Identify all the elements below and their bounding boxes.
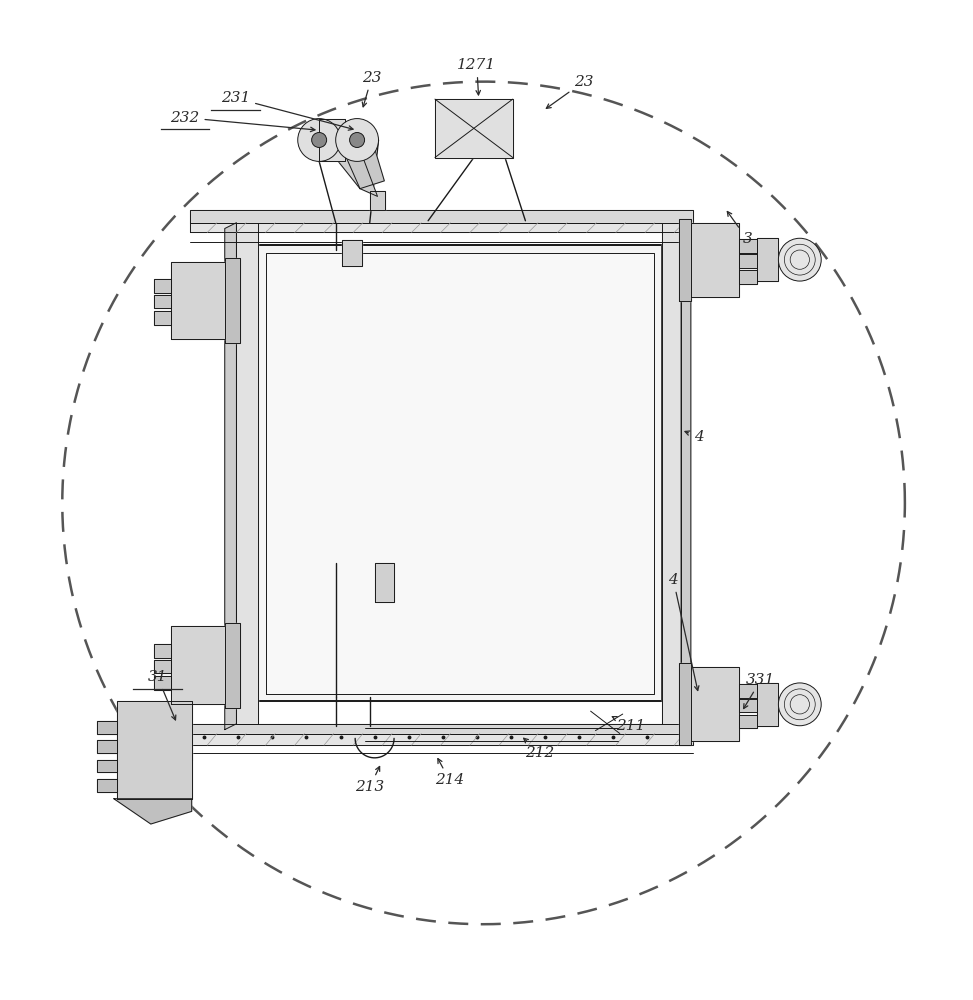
Polygon shape bbox=[739, 715, 757, 728]
Polygon shape bbox=[171, 626, 225, 704]
Text: 231: 231 bbox=[221, 91, 353, 130]
Polygon shape bbox=[757, 238, 778, 281]
Polygon shape bbox=[321, 140, 378, 196]
Circle shape bbox=[298, 119, 341, 161]
Polygon shape bbox=[691, 667, 739, 741]
Polygon shape bbox=[739, 684, 757, 698]
Text: 23: 23 bbox=[546, 75, 594, 108]
Polygon shape bbox=[739, 254, 757, 268]
Polygon shape bbox=[225, 258, 240, 343]
Polygon shape bbox=[319, 119, 345, 161]
Polygon shape bbox=[97, 721, 117, 734]
Circle shape bbox=[778, 238, 821, 281]
Text: 4: 4 bbox=[668, 573, 699, 691]
Polygon shape bbox=[97, 779, 117, 792]
Polygon shape bbox=[266, 253, 654, 694]
Polygon shape bbox=[691, 223, 739, 297]
Polygon shape bbox=[225, 623, 240, 708]
Text: 232: 232 bbox=[170, 111, 315, 132]
Polygon shape bbox=[190, 748, 192, 760]
Polygon shape bbox=[154, 279, 171, 293]
Polygon shape bbox=[679, 219, 691, 301]
Polygon shape bbox=[681, 223, 691, 730]
Polygon shape bbox=[117, 701, 192, 799]
Polygon shape bbox=[97, 760, 117, 772]
Polygon shape bbox=[190, 210, 693, 223]
Polygon shape bbox=[342, 240, 362, 266]
Polygon shape bbox=[739, 239, 757, 253]
Text: 31: 31 bbox=[148, 670, 176, 720]
Polygon shape bbox=[236, 223, 258, 724]
Circle shape bbox=[778, 683, 821, 726]
Text: 211: 211 bbox=[612, 717, 645, 733]
Text: 214: 214 bbox=[435, 759, 464, 787]
Polygon shape bbox=[662, 223, 681, 724]
Text: 331: 331 bbox=[743, 673, 775, 709]
Text: 3: 3 bbox=[728, 211, 752, 246]
Polygon shape bbox=[435, 99, 513, 158]
Polygon shape bbox=[370, 191, 385, 210]
Polygon shape bbox=[190, 724, 693, 734]
Polygon shape bbox=[190, 734, 693, 745]
Polygon shape bbox=[739, 699, 757, 712]
Polygon shape bbox=[679, 663, 691, 745]
Polygon shape bbox=[171, 262, 225, 339]
Polygon shape bbox=[154, 660, 171, 673]
Circle shape bbox=[349, 132, 365, 147]
Polygon shape bbox=[154, 644, 171, 658]
Text: 213: 213 bbox=[355, 766, 384, 794]
Polygon shape bbox=[757, 683, 778, 726]
Polygon shape bbox=[739, 270, 757, 284]
Polygon shape bbox=[331, 122, 384, 189]
Polygon shape bbox=[154, 311, 171, 325]
Polygon shape bbox=[375, 563, 394, 602]
Polygon shape bbox=[225, 223, 236, 730]
Polygon shape bbox=[190, 223, 693, 232]
Text: 1271: 1271 bbox=[457, 58, 496, 95]
Circle shape bbox=[311, 132, 327, 147]
Text: 4: 4 bbox=[685, 430, 703, 444]
Polygon shape bbox=[258, 245, 662, 701]
Polygon shape bbox=[97, 740, 117, 753]
Polygon shape bbox=[114, 799, 192, 824]
Text: 23: 23 bbox=[362, 71, 381, 107]
Circle shape bbox=[336, 119, 378, 161]
Polygon shape bbox=[154, 676, 171, 690]
Text: 212: 212 bbox=[523, 738, 555, 760]
Polygon shape bbox=[154, 295, 171, 308]
